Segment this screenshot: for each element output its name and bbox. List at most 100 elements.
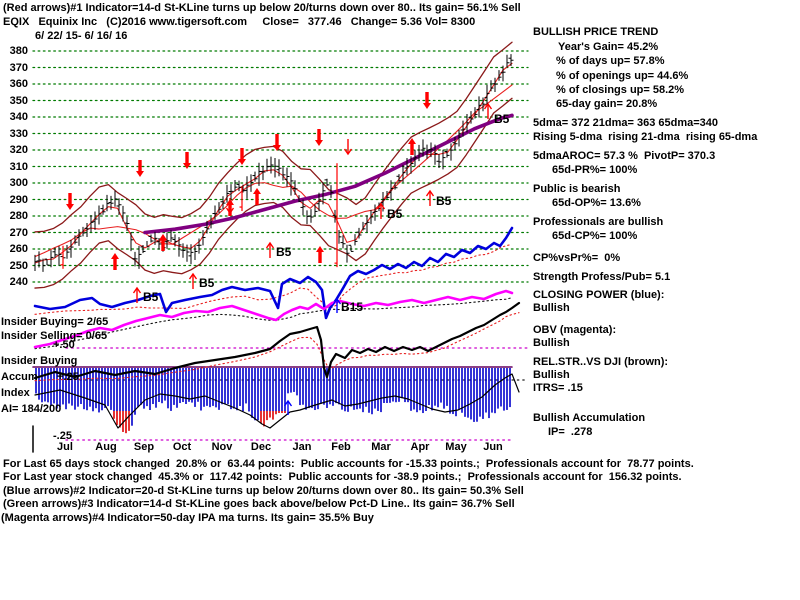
ai-ma-line bbox=[34, 373, 520, 429]
price-axis-tick: 330 bbox=[9, 127, 28, 140]
relstr-line bbox=[33, 301, 521, 380]
b5-signal-label: B5 bbox=[387, 207, 403, 221]
indicator1-legend: (Red arrows)#1 Indicator=14-d St-KLine t… bbox=[3, 2, 521, 14]
right-panel-line: Strength Profess/Pub= 5.1 bbox=[533, 271, 671, 283]
price-axis-tick: 260 bbox=[9, 243, 28, 255]
month-axis-label: Jul bbox=[57, 441, 73, 453]
price-axis-tick: 280 bbox=[9, 210, 28, 222]
right-panel-line: CLOSING POWER (blue): bbox=[533, 289, 665, 301]
right-panel-line: Public is bearish bbox=[533, 183, 621, 195]
month-axis-label: Apr bbox=[410, 441, 430, 453]
insider-selling-count: Insider Selling= 0/65 bbox=[1, 330, 108, 342]
right-panel-line: Bullish bbox=[533, 302, 570, 314]
month-axis-label: Jan bbox=[292, 441, 312, 453]
signal-arrow-thin-head bbox=[425, 189, 435, 197]
price-axis-tick: 370 bbox=[9, 61, 28, 74]
accum-label: Accum bbox=[1, 371, 38, 383]
right-panel-line: CP%vsPr%= 0% bbox=[533, 252, 621, 264]
right-panel-line: Bullish Accumulation bbox=[533, 412, 646, 424]
month-axis-label: May bbox=[445, 441, 467, 453]
right-panel-line: Year's Gain= 45.2% bbox=[558, 41, 659, 53]
signal-arrow-thin-head bbox=[265, 241, 275, 249]
obv-line bbox=[33, 289, 514, 349]
price-axis-tick: 380 bbox=[9, 45, 28, 57]
b5-signal-label: B5 bbox=[143, 290, 159, 304]
signal-arrow-head bbox=[273, 145, 281, 151]
footer-line: For Last 65 days stock changed 20.8% or … bbox=[3, 458, 694, 470]
footer-line: (Green arrows)#3 Indicator=14-d St-KLine… bbox=[3, 498, 515, 511]
right-panel-line: Bullish bbox=[533, 337, 570, 349]
right-panel-line: 5dma= 372 21dma= 363 65dma=340 bbox=[533, 117, 718, 129]
level-plus25-label: +.25 bbox=[57, 371, 79, 383]
signal-arrow-thin-head bbox=[225, 207, 235, 215]
footer-line: For Last year stock changed 45.3% or 117… bbox=[3, 471, 682, 484]
right-panel-line: % of days up= 57.8% bbox=[556, 55, 665, 67]
right-panel-line: IP= .278 bbox=[548, 426, 593, 438]
price-axis-tick: 250 bbox=[9, 259, 28, 272]
b5-signal-label: B5 bbox=[494, 112, 510, 126]
signal-arrow-head bbox=[183, 163, 191, 169]
month-axis-label: Mar bbox=[371, 441, 391, 453]
price-axis-tick: 240 bbox=[9, 276, 28, 288]
ma21-line bbox=[34, 84, 513, 258]
right-panel-line: 65-day gain= 20.8% bbox=[556, 98, 658, 110]
upper-band-line bbox=[34, 41, 513, 233]
right-panel-line: Bullish bbox=[533, 369, 570, 381]
footer-line: (Blue arrows)#2 Indicator=20-d St-KLine … bbox=[3, 484, 524, 497]
b5-signal-label: B5 bbox=[276, 245, 292, 259]
right-panel-line: Rising 5-dma rising 21-dma rising 65-dma bbox=[533, 131, 758, 143]
right-panel-line: 5dmaAROC= 57.3 % PivotP= 370.3 bbox=[533, 150, 716, 162]
price-axis-tick: 290 bbox=[9, 193, 28, 206]
month-axis-label: Sep bbox=[133, 441, 155, 453]
right-panel-line: OBV (magenta): bbox=[533, 324, 617, 336]
footer-line: (Magenta arrows)#4 Indicator=50-day IPA … bbox=[1, 511, 374, 524]
signal-arrow-thin-head bbox=[188, 272, 198, 280]
price-axis-tick: 270 bbox=[9, 226, 28, 239]
signal-arrow-head bbox=[136, 171, 144, 177]
closing-power-line bbox=[33, 226, 514, 320]
right-panel-line: BULLISH PRICE TREND bbox=[533, 26, 659, 38]
insider-buying-count: Insider Buying= 2/65 bbox=[1, 316, 109, 328]
right-panel-line: % of closings up= 58.2% bbox=[556, 84, 685, 96]
ma65-line bbox=[143, 113, 514, 235]
lower-band-line bbox=[34, 97, 513, 289]
month-axis-label: Oct bbox=[172, 441, 192, 453]
signal-arrow-head bbox=[159, 234, 167, 240]
month-axis-label: Dec bbox=[250, 441, 272, 453]
signal-arrow-thin-head bbox=[376, 202, 386, 210]
signal-arrow-thin-head bbox=[332, 297, 342, 305]
signal-arrow-thin-head bbox=[483, 102, 493, 110]
month-axis-label: Nov bbox=[211, 441, 233, 453]
signal-arrow-head bbox=[111, 253, 119, 259]
index-label: Index bbox=[1, 387, 30, 399]
right-panel-line: Professionals are bullish bbox=[533, 216, 664, 228]
price-axis-tick: 350 bbox=[9, 94, 28, 107]
cp-ma-dotted bbox=[34, 243, 513, 315]
obv-ma-dotted bbox=[34, 297, 513, 350]
right-panel-line: ITRS= .15 bbox=[533, 382, 583, 394]
signal-arrow-head bbox=[316, 246, 324, 252]
signal-arrow-head bbox=[253, 188, 261, 194]
right-panel-line: 65d-OP%= 13.6% bbox=[552, 197, 641, 209]
month-axis-label: Jun bbox=[483, 441, 503, 453]
relstr-ma-dotted bbox=[34, 312, 520, 382]
price-axis-tick: 320 bbox=[9, 144, 28, 156]
level-plus50-label: +.50 bbox=[53, 339, 75, 351]
right-panel-line: 65d-PR%= 100% bbox=[552, 164, 638, 176]
right-panel-line: 65d-CP%= 100% bbox=[552, 230, 638, 242]
month-axis-label: Feb bbox=[331, 441, 351, 453]
date-range: 6/ 22/ 15- 6/ 16/ 16 bbox=[35, 30, 128, 42]
signal-arrow-head bbox=[238, 159, 246, 165]
b15-signal-label: B15 bbox=[341, 300, 364, 314]
ai-value: AI= 184/200 bbox=[1, 403, 62, 415]
price-axis-tick: 360 bbox=[9, 78, 28, 90]
signal-arrow-head bbox=[315, 140, 323, 146]
month-axis-label: Aug bbox=[95, 441, 117, 453]
right-panel-line: % of openings up= 44.6% bbox=[556, 70, 689, 82]
signal-arrow-thin-head bbox=[283, 399, 293, 407]
price-axis-tick: 340 bbox=[9, 111, 28, 123]
signal-arrow-head bbox=[423, 103, 431, 109]
signal-arrow-thin-head bbox=[132, 286, 142, 294]
b5-signal-label: B5 bbox=[436, 194, 452, 208]
